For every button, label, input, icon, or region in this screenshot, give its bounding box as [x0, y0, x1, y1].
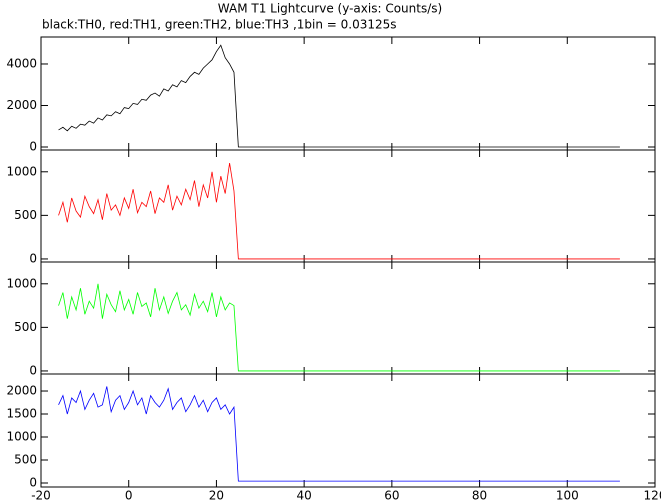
x-tick-label: 60: [384, 489, 399, 503]
y-tick-label: 500: [14, 320, 37, 334]
y-tick-label: 500: [14, 453, 37, 467]
lightcurve: [58, 386, 620, 482]
panel-frame: [40, 261, 656, 375]
x-tick-label: 0: [125, 489, 133, 503]
chart-subtitle: black:TH0, red:TH1, green:TH2, blue:TH3 …: [42, 18, 397, 32]
x-tick-label: 40: [297, 489, 312, 503]
y-tick-label: 2000: [6, 384, 37, 398]
x-tick-label: 120: [644, 489, 661, 503]
lightcurve: [58, 163, 620, 260]
y-tick-label: 2000: [6, 98, 37, 112]
y-tick-label: 500: [14, 208, 37, 222]
y-tick-label: 1500: [6, 407, 37, 421]
x-tick-label: 100: [556, 489, 579, 503]
y-tick-label: 1000: [6, 164, 37, 178]
x-tick-label: -20: [31, 489, 51, 503]
chart-title: WAM T1 Lightcurve (y-axis: Counts/s): [218, 2, 442, 16]
panel-frame: [40, 149, 656, 263]
y-tick-label: 1000: [6, 430, 37, 444]
lightcurve: [58, 44, 620, 148]
lightcurve: [58, 283, 620, 372]
y-tick-label: 0: [29, 139, 37, 153]
x-tick-label: 80: [472, 489, 487, 503]
panel-frame: [40, 373, 656, 488]
y-tick-label: 1000: [6, 276, 37, 290]
y-tick-label: 0: [29, 251, 37, 265]
y-tick-label: 0: [29, 475, 37, 489]
y-tick-label: 0: [29, 363, 37, 377]
y-tick-label: 4000: [6, 56, 37, 70]
x-tick-label: 20: [209, 489, 224, 503]
panel-frame: [40, 36, 656, 151]
